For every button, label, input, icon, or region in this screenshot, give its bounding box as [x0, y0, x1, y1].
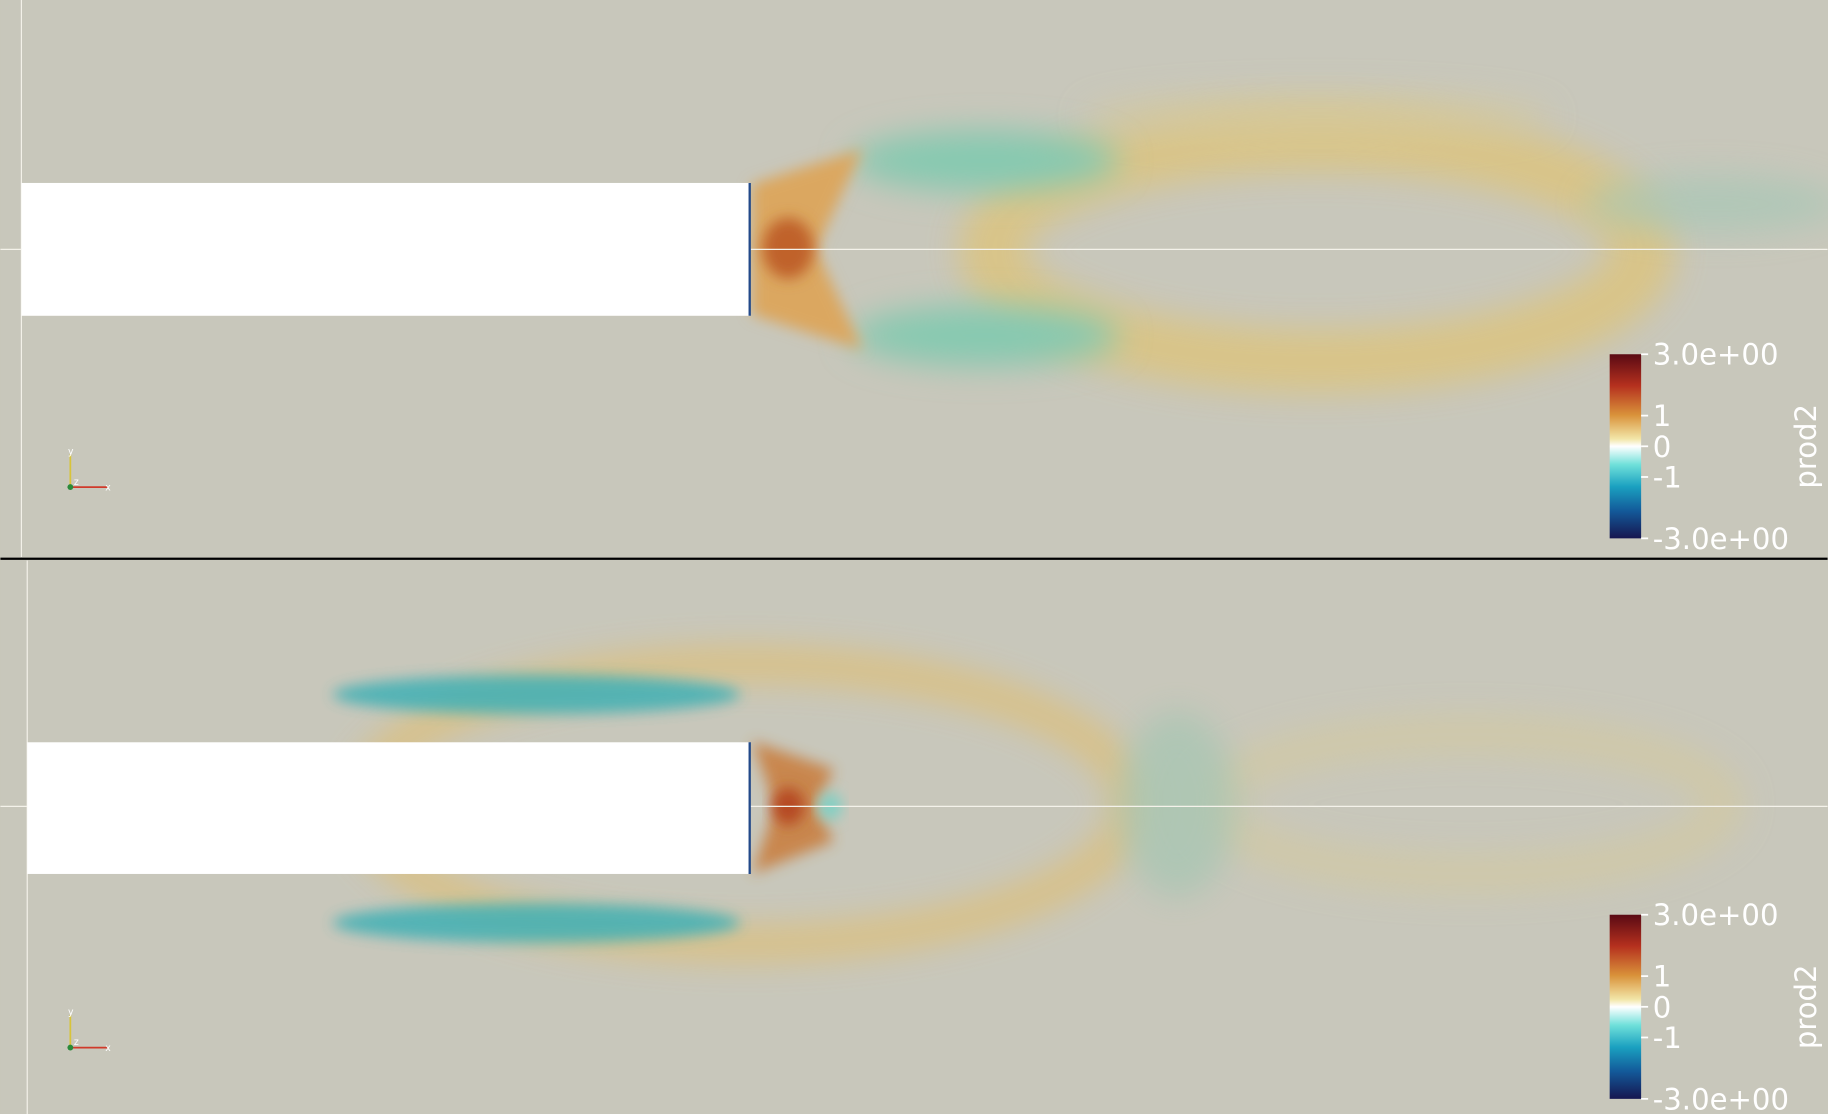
- colorbar-title: prod2: [1789, 404, 1823, 489]
- field-blob: [332, 674, 741, 715]
- colorbar-tick-label: 1: [1653, 399, 1672, 433]
- colorbar-tick-label: -1: [1653, 460, 1682, 494]
- field-blob: [851, 130, 1120, 192]
- triad-label: z: [74, 1037, 79, 1048]
- triad-label: y: [68, 446, 74, 457]
- panel: 3.0e+00 10-1 -3.0e+00 prod2 x y z: [0, 560, 1828, 1114]
- triad-label: z: [74, 477, 79, 488]
- triad-z: [67, 484, 74, 490]
- field-blob: [851, 305, 1120, 366]
- field-blob: [762, 217, 814, 279]
- colorbar: [1609, 354, 1642, 539]
- field-blob: [958, 107, 1676, 394]
- triad-z: [67, 1044, 74, 1051]
- colorbar-title: prod2: [1789, 964, 1823, 1049]
- triad-label: x: [105, 1043, 111, 1054]
- colorbar-tick-label: 0: [1653, 990, 1672, 1024]
- field-blob: [1119, 710, 1236, 898]
- colorbar-tick-label: -1: [1653, 1021, 1682, 1055]
- colorbar: [1609, 914, 1642, 1099]
- colorbar-tick-label: -3.0e+00: [1653, 522, 1789, 556]
- body-geometry: [27, 742, 750, 874]
- colorbar-tick-label: 3.0e+00: [1653, 898, 1779, 932]
- field-blob: [332, 903, 741, 943]
- field-blob: [1585, 174, 1828, 234]
- body-geometry: [21, 182, 750, 316]
- colorbar-tick-label: 1: [1653, 960, 1672, 994]
- colorbar-tick-label: 3.0e+00: [1653, 338, 1779, 372]
- colorbar-tick-label: 0: [1653, 430, 1672, 464]
- triad-label: y: [68, 1007, 74, 1018]
- colorbar-tick-label: -3.0e+00: [1653, 1082, 1789, 1114]
- triad-label: x: [105, 483, 111, 494]
- field-blob: [1084, 93, 1551, 140]
